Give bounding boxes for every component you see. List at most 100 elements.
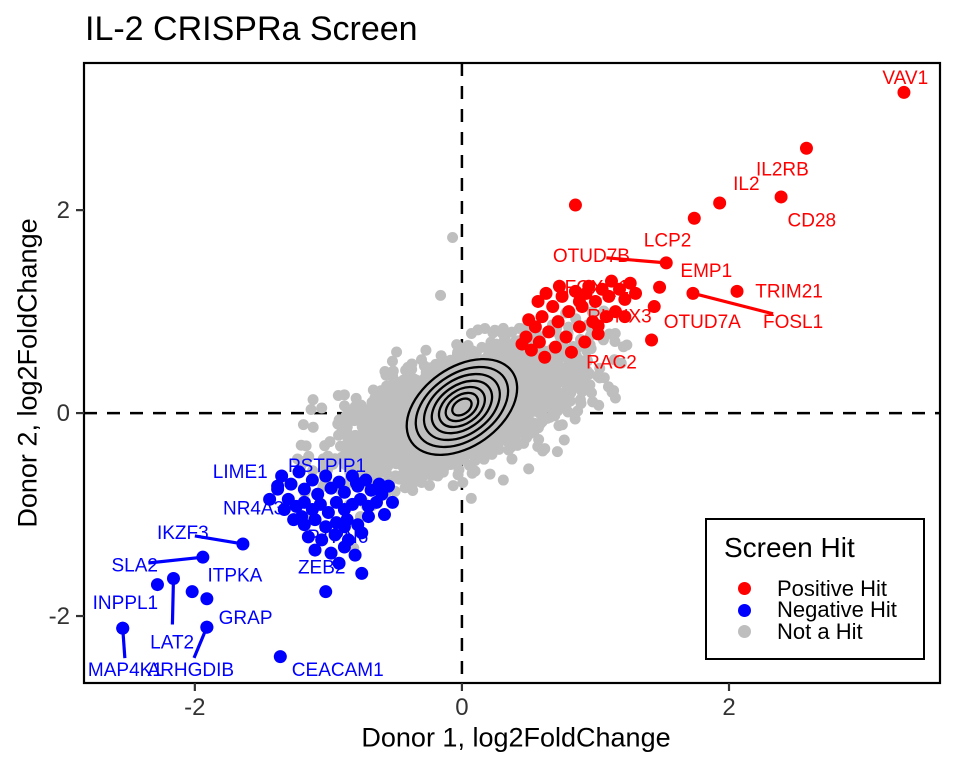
scatter-point bbox=[564, 345, 578, 359]
scatter-point bbox=[531, 294, 545, 308]
scatter-point-gray bbox=[394, 394, 406, 406]
scatter-point-gray bbox=[497, 322, 509, 334]
scatter-point bbox=[337, 540, 351, 554]
scatter-point-gray bbox=[551, 446, 563, 458]
scatter-point-gray bbox=[465, 328, 477, 340]
scatter-point-gray bbox=[575, 398, 587, 410]
contour-ring bbox=[444, 391, 480, 423]
scatter-point-IL2RB bbox=[799, 141, 813, 155]
scatter-point-gray bbox=[549, 410, 561, 422]
scatter-point-gray bbox=[606, 386, 618, 398]
legend-row: Not a Hit bbox=[707, 619, 923, 644]
scatter-point-gray bbox=[520, 364, 532, 376]
scatter-point-gray bbox=[365, 464, 377, 476]
scatter-point bbox=[568, 284, 582, 298]
scatter-point bbox=[308, 543, 322, 557]
scatter-point-gray bbox=[390, 455, 402, 467]
scatter-point-gray bbox=[558, 434, 570, 446]
contour-ring bbox=[451, 397, 473, 417]
scatter-point-VAV1 bbox=[897, 85, 911, 99]
gene-label-IL2: IL2 bbox=[733, 174, 759, 195]
scatter-point-RAC2 bbox=[645, 333, 659, 347]
scatter-point bbox=[328, 528, 342, 542]
scatter-point-gray bbox=[593, 399, 605, 411]
scatter-point bbox=[618, 310, 632, 324]
scatter-point bbox=[321, 506, 335, 520]
scatter-point-gray bbox=[500, 423, 512, 435]
gene-label-OTUD7B: OTUD7B bbox=[553, 246, 630, 267]
scatter-point-gray bbox=[569, 413, 581, 425]
scatter-point-gray bbox=[435, 289, 447, 301]
scatter-point-gray bbox=[393, 434, 405, 446]
contour-ring bbox=[430, 379, 494, 435]
scatter-point-gray bbox=[509, 437, 521, 449]
scatter-point-gray bbox=[551, 389, 563, 401]
scatter-point-gray bbox=[465, 492, 477, 504]
scatter-point bbox=[613, 282, 627, 296]
scatter-point bbox=[568, 198, 582, 212]
scatter-point-gray bbox=[415, 468, 427, 480]
scatter-point-gray bbox=[447, 232, 459, 244]
scatter-point bbox=[377, 508, 391, 522]
y-tick-label: 0 bbox=[57, 400, 70, 427]
scatter-point-gray bbox=[428, 457, 440, 469]
scatter-point bbox=[337, 485, 351, 499]
gene-label-ZEB2: ZEB2 bbox=[298, 557, 346, 578]
gene-label-FOSL1: FOSL1 bbox=[763, 312, 823, 333]
scatter-point-gray bbox=[384, 407, 396, 419]
scatter-point bbox=[515, 337, 529, 351]
gene-label-MAP4K1: MAP4K1 bbox=[88, 660, 163, 681]
scatter-point-gray bbox=[329, 453, 341, 465]
scatter-point-gray bbox=[372, 435, 384, 447]
legend-title: Screen Hit bbox=[724, 532, 855, 563]
scatter-point-gray bbox=[621, 339, 633, 351]
scatter-point-gray bbox=[366, 417, 378, 429]
scatter-point-gray bbox=[423, 479, 435, 491]
scatter-point bbox=[381, 479, 395, 493]
scatter-point-gray bbox=[545, 361, 557, 373]
scatter-point-gray bbox=[305, 404, 317, 416]
scatter-point bbox=[305, 473, 319, 487]
scatter-point-gray bbox=[298, 455, 310, 467]
scatter-point-gray bbox=[443, 450, 455, 462]
page-title: IL-2 CRISPRa Screen bbox=[85, 10, 418, 48]
scatter-point bbox=[562, 305, 576, 319]
scatter-point-gray bbox=[484, 468, 496, 480]
scatter-point-gray bbox=[416, 354, 428, 366]
gene-label-PSTPIP1: PSTPIP1 bbox=[288, 456, 366, 477]
gene-label-CEACAM1: CEACAM1 bbox=[292, 660, 384, 681]
scatter-point-gray bbox=[479, 444, 491, 456]
legend-row: Negative Hit bbox=[707, 597, 923, 622]
scatter-point-gray bbox=[497, 474, 509, 486]
scatter-point-gray bbox=[490, 338, 502, 350]
gene-label-ARHGDIB: ARHGDIB bbox=[148, 660, 235, 681]
scatter-point-gray bbox=[357, 441, 369, 453]
contour-ring bbox=[414, 365, 510, 449]
scatter-point-gray bbox=[380, 369, 392, 381]
x-tick-label: 2 bbox=[722, 694, 735, 721]
scatter-point-gray bbox=[506, 361, 518, 373]
scatter-point-gray bbox=[346, 411, 358, 423]
gene-label-EMP1: EMP1 bbox=[680, 261, 732, 282]
scatter-point-gray bbox=[528, 389, 540, 401]
contour-ring bbox=[405, 357, 519, 457]
scatter-point bbox=[385, 495, 399, 509]
scatter-point-gray bbox=[586, 306, 598, 318]
scatter-point-gray bbox=[539, 443, 551, 455]
gene-label-GRAP: GRAP bbox=[219, 608, 273, 629]
scatter-point bbox=[548, 340, 562, 354]
scatter-point-gray bbox=[386, 355, 398, 367]
scatter-point-gray bbox=[478, 453, 490, 465]
scatter-point-gray bbox=[447, 480, 459, 492]
scatter-point-gray bbox=[556, 419, 568, 431]
scatter-point-gray bbox=[577, 371, 589, 383]
scatter-point-gray bbox=[333, 429, 345, 441]
scatter-point bbox=[301, 530, 315, 544]
gene-label-INPPL1: INPPL1 bbox=[93, 593, 158, 614]
scatter-point-gray bbox=[422, 364, 434, 376]
scatter-point bbox=[618, 292, 632, 306]
scatter-point-EMP1 bbox=[653, 280, 667, 294]
scatter-point-gray bbox=[407, 484, 419, 496]
scatter-point bbox=[292, 465, 306, 479]
